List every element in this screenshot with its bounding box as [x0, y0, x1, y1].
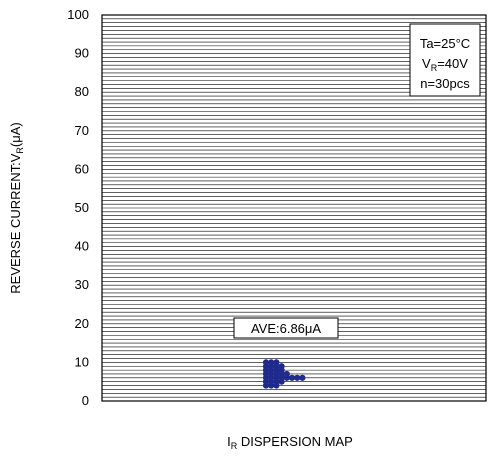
average-box — [233, 317, 339, 339]
conditions-box — [409, 23, 481, 97]
conditions-legend: Ta=25°C VR=40V n=30pcs — [409, 23, 481, 97]
y-tick-label: 80 — [75, 84, 89, 99]
data-point — [278, 363, 285, 370]
data-points — [262, 359, 306, 389]
average-label: AVE:6.86μA — [251, 321, 321, 336]
y-tick-label: 90 — [75, 46, 89, 61]
condition-sample-count: n=30pcs — [420, 76, 470, 91]
average-annotation: AVE:6.86μA — [233, 317, 339, 339]
y-tick-label: 60 — [75, 161, 89, 176]
y-tick-labels: 0 10 20 30 40 50 60 70 80 90 100 — [67, 7, 89, 408]
y-tick-label: 30 — [75, 277, 89, 292]
data-point — [283, 370, 290, 378]
data-point — [268, 359, 275, 366]
data-point — [273, 359, 280, 366]
data-point — [294, 374, 301, 381]
y-tick-label: 0 — [82, 393, 89, 408]
x-axis-label: IR DISPERSION MAP — [227, 434, 353, 451]
y-tick-label: 50 — [75, 200, 89, 215]
condition-voltage: VR=40V — [422, 56, 468, 73]
y-axis-label: REVERSE CURRENT:VR(μA) — [8, 122, 25, 293]
grid-lines — [102, 18, 486, 398]
plot-frame — [101, 14, 487, 402]
y-tick-label: 10 — [75, 354, 89, 369]
data-point — [288, 374, 296, 381]
data-point — [299, 374, 306, 381]
y-tick-label: 100 — [67, 7, 89, 22]
y-tick-label: 70 — [75, 123, 89, 138]
data-point — [262, 359, 270, 366]
y-tick-label: 20 — [75, 316, 89, 331]
condition-temperature: Ta=25°C — [420, 36, 470, 51]
y-tick-label: 40 — [75, 239, 89, 254]
